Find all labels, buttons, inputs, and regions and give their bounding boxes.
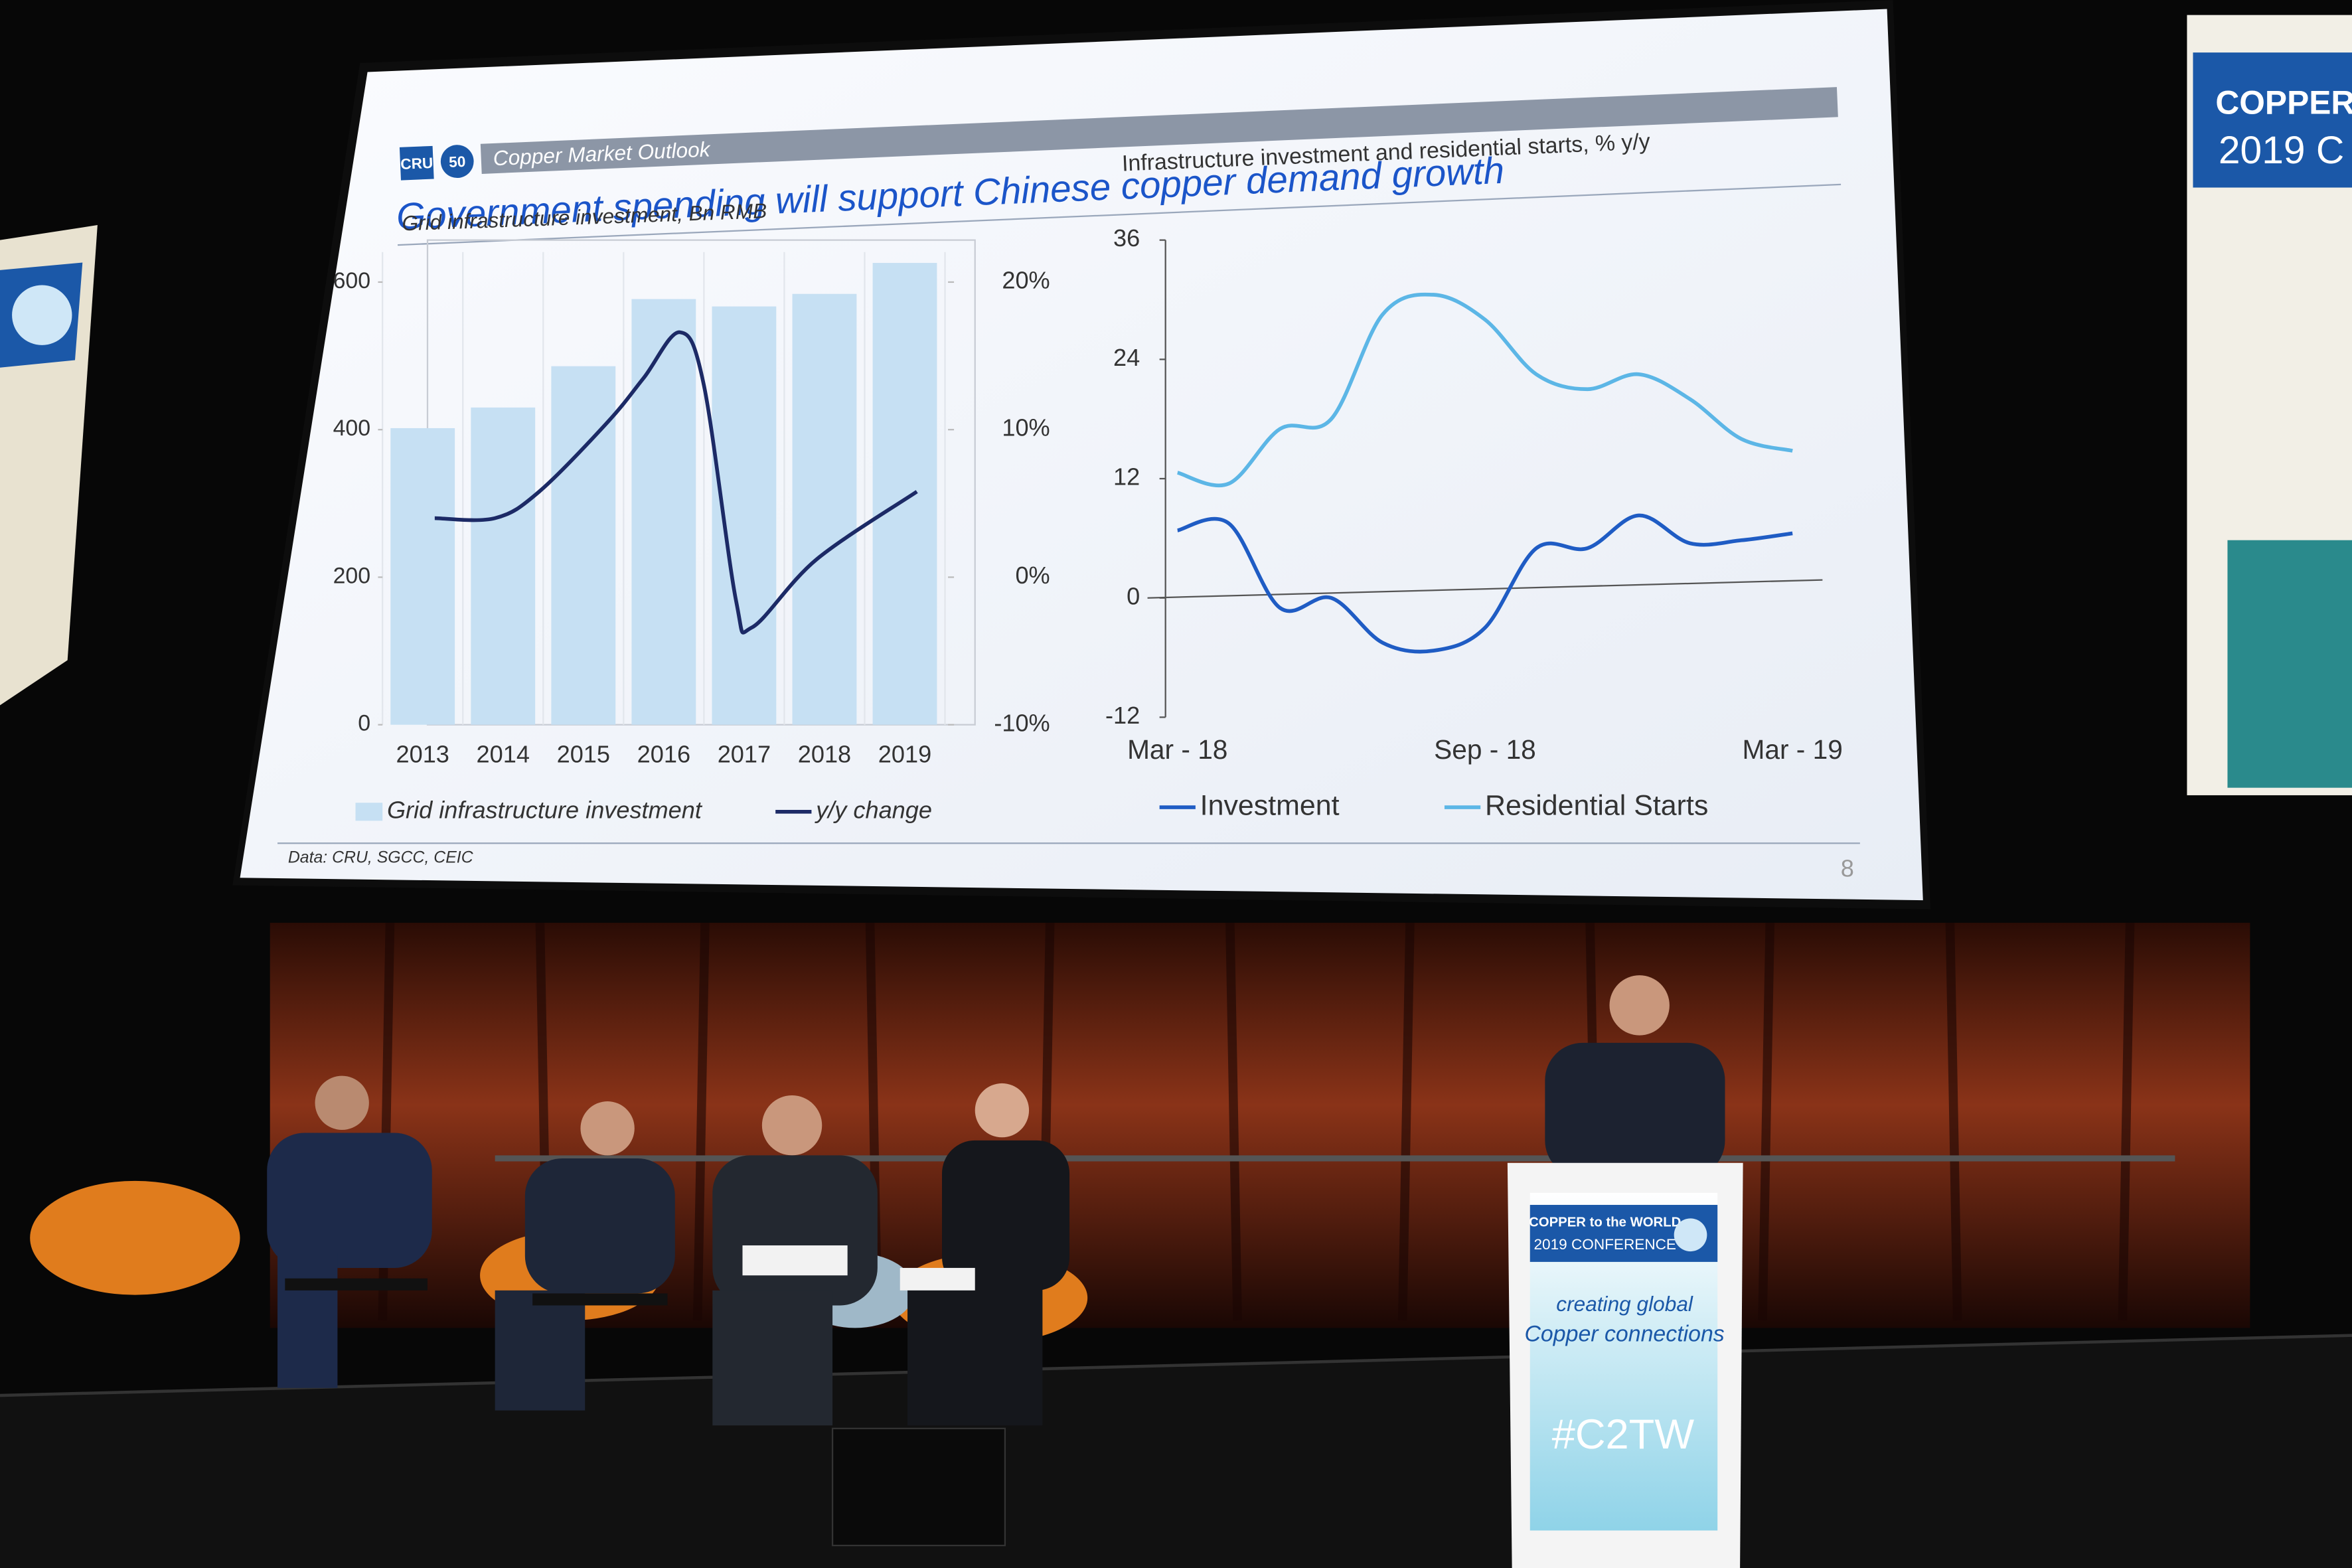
x-tick-label: 2015 xyxy=(557,741,610,768)
bar xyxy=(551,366,616,725)
legend-label: Investment xyxy=(1200,789,1340,821)
y-tick-label: 200 xyxy=(333,563,371,588)
y2-tick-label: 10% xyxy=(1002,414,1050,441)
banner-text: COPPER xyxy=(2215,84,2352,121)
stage-floor xyxy=(0,1335,2352,1568)
x-tick-label: Sep - 18 xyxy=(1434,734,1536,765)
y-tick-label: -12 xyxy=(1105,702,1140,729)
podium-tagline: creating global xyxy=(1556,1292,1693,1316)
table xyxy=(285,1278,428,1291)
zero-line xyxy=(1147,579,1823,599)
y-tick-label: 12 xyxy=(1113,463,1140,491)
x-tick-label: 2016 xyxy=(637,741,690,768)
person xyxy=(712,1095,878,1426)
person xyxy=(267,1075,432,1388)
y2-tick-label: 20% xyxy=(1002,266,1050,293)
y-tick-label: 0 xyxy=(358,711,370,736)
stage-edge xyxy=(0,1334,2352,1397)
table xyxy=(532,1293,668,1306)
podium-tagline: Copper connections xyxy=(1524,1322,1724,1347)
panel-scene xyxy=(30,975,1725,1547)
podium-hashtag: #C2TW xyxy=(1552,1411,1695,1458)
bar xyxy=(872,263,937,725)
badge-text: 50 xyxy=(449,153,466,171)
y-tick-label: 400 xyxy=(333,416,371,441)
globe-icon xyxy=(1674,1218,1707,1252)
globe-icon xyxy=(12,285,72,345)
y-tick-label: 600 xyxy=(333,268,371,293)
brand-logo xyxy=(399,145,434,181)
brand-text: CRU xyxy=(400,155,433,173)
speaker xyxy=(831,1427,1006,1547)
y2-tick-label: -10% xyxy=(994,709,1050,736)
podium-text: COPPER to the WORLD xyxy=(1529,1215,1681,1230)
line-series xyxy=(434,330,918,635)
header-bar xyxy=(480,87,1838,174)
x-tick-label: 2013 xyxy=(396,741,449,768)
bar xyxy=(792,293,857,725)
x-tick-label: 2017 xyxy=(718,741,771,768)
chair xyxy=(30,1180,240,1295)
y-tick-label: 0 xyxy=(1127,582,1140,609)
banner-text: 2019 C xyxy=(2219,129,2344,172)
y-tick-label: 36 xyxy=(1113,224,1140,252)
x-tick-label: 2014 xyxy=(477,741,530,768)
podium-text: 2019 CONFERENCE xyxy=(1533,1236,1676,1253)
person xyxy=(495,1101,675,1411)
legend-label: Grid infrastructure investment xyxy=(387,796,703,823)
legend-label: y/y change xyxy=(814,796,932,823)
person xyxy=(1545,975,1725,1178)
x-tick-label: Mar - 18 xyxy=(1127,734,1227,765)
bar xyxy=(390,428,455,725)
page-number: 8 xyxy=(1841,855,1854,882)
legend-swatch xyxy=(355,803,383,821)
banner-right-footer xyxy=(2227,540,2352,788)
person xyxy=(900,1083,1070,1426)
source-note: Data: CRU, SGCC, CEIC xyxy=(288,848,474,866)
legend-label: Residential Starts xyxy=(1485,789,1708,821)
bar xyxy=(631,299,696,725)
stage-railing xyxy=(495,1155,2175,1162)
title-rule xyxy=(397,183,1842,246)
line-series xyxy=(1176,292,1793,488)
banner-right-header xyxy=(2193,52,2352,188)
y-tick-label: 24 xyxy=(1113,344,1140,371)
badge xyxy=(440,145,474,179)
x-tick-label: Mar - 19 xyxy=(1743,734,1843,765)
y2-tick-label: 0% xyxy=(1015,562,1050,589)
x-tick-label: 2018 xyxy=(798,741,851,768)
line-series xyxy=(1177,513,1793,654)
x-tick-label: 2019 xyxy=(878,741,931,768)
bar xyxy=(471,407,536,725)
